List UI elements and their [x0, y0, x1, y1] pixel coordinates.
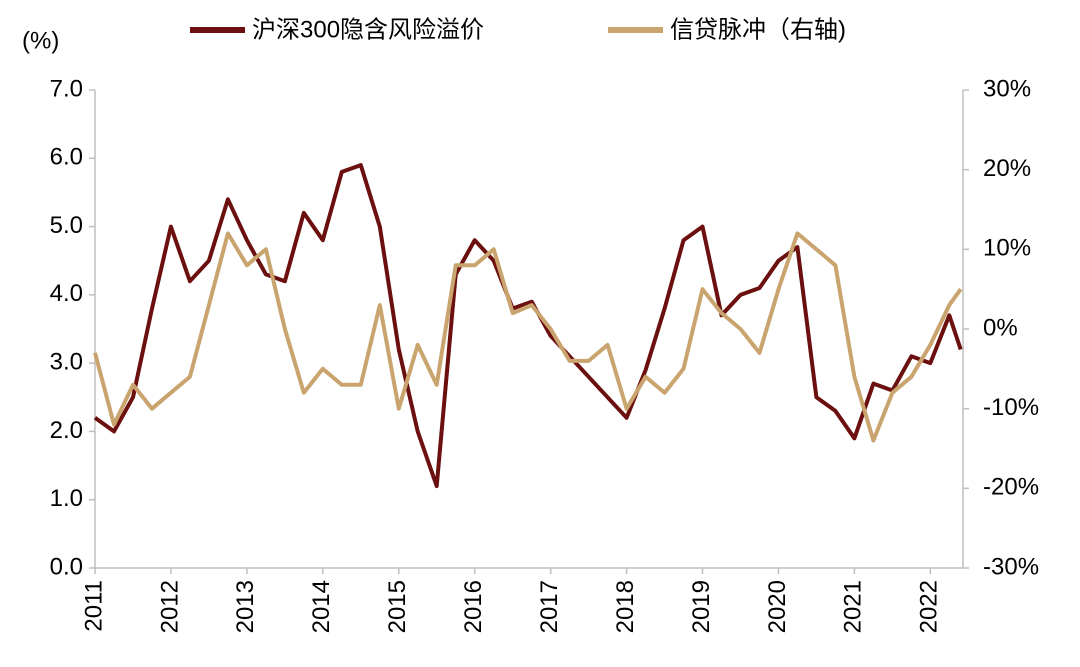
y2-tick-label: -30%: [983, 553, 1039, 580]
y-tick-label: 0.0: [50, 553, 83, 580]
y2-tick-label: 20%: [983, 155, 1031, 182]
y2-tick-label: 30%: [983, 75, 1031, 102]
y2-tick-label: -20%: [983, 474, 1039, 501]
y-tick-label: 1.0: [50, 485, 83, 512]
x-tick-label: 2020: [764, 580, 791, 633]
legend-label: 沪深300隐含风险溢价: [252, 16, 484, 43]
y2-tick-label: -10%: [983, 394, 1039, 421]
y-tick-label: 4.0: [50, 280, 83, 307]
x-tick-label: 2013: [232, 580, 259, 633]
x-tick-label: 2019: [688, 580, 715, 633]
x-tick-label: 2017: [536, 580, 563, 633]
y-tick-label: 6.0: [50, 144, 83, 171]
x-tick-label: 2012: [156, 580, 183, 633]
y-tick-label: 2.0: [50, 417, 83, 444]
y-tick-label: 7.0: [50, 75, 83, 102]
series-line: [93, 231, 963, 443]
x-tick-label: 2011: [80, 580, 107, 632]
x-tick-label: 2016: [460, 580, 487, 633]
series-line: [93, 163, 963, 489]
x-tick-label: 2015: [384, 580, 411, 633]
y-tick-label: 5.0: [50, 212, 83, 239]
axis-label: (%): [22, 27, 59, 54]
y2-tick-label: 0%: [983, 314, 1018, 341]
x-tick-label: 2022: [916, 580, 943, 633]
y2-tick-label: 10%: [983, 235, 1031, 262]
x-tick-label: 2018: [612, 580, 639, 633]
x-tick-label: 2014: [308, 580, 335, 633]
y-tick-label: 3.0: [50, 348, 83, 375]
legend-label: 信贷脉冲（右轴): [670, 16, 846, 43]
x-tick-label: 2021: [840, 580, 867, 633]
